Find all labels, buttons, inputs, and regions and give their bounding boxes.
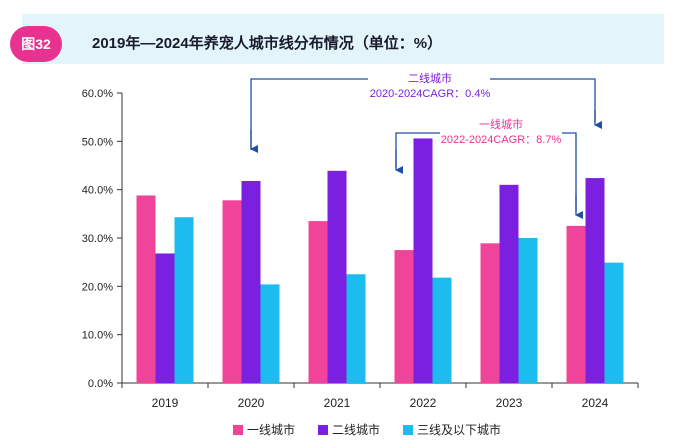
bar-2019-series-1 xyxy=(136,195,156,383)
bar-2019-series-2 xyxy=(155,253,175,383)
bar-2023-series-1 xyxy=(480,243,500,383)
x-tick-label: 2019 xyxy=(152,396,179,410)
bar-2023-series-2 xyxy=(499,184,519,383)
figure-badge: 图32 xyxy=(10,26,62,62)
bar-2019-series-3 xyxy=(174,217,194,383)
legend-label-series-3: 三线及以下城市 xyxy=(417,422,501,437)
bar-2020-series-2 xyxy=(241,180,261,383)
legend-label-series-1: 一线城市 xyxy=(247,422,295,437)
legend-swatch-series-2 xyxy=(318,425,328,435)
y-tick-label: 30.0% xyxy=(82,233,113,245)
legend-swatch-series-3 xyxy=(403,425,413,435)
x-tick-label: 2024 xyxy=(582,396,609,410)
x-tick-label: 2023 xyxy=(496,396,523,410)
bar-2023-series-3 xyxy=(518,238,538,383)
legend-swatch-series-1 xyxy=(233,425,243,435)
y-tick-label: 10.0% xyxy=(82,330,113,342)
tier1-label-bg xyxy=(440,115,562,147)
tier1-annotation-cagr: 2022-2024CAGR：8.7% xyxy=(441,134,562,146)
bar-2021-series-3 xyxy=(346,274,366,383)
bar-2024-series-3 xyxy=(604,262,624,383)
y-tick-label: 40.0% xyxy=(82,185,113,197)
title-banner xyxy=(22,14,664,64)
tier2-annotation-cagr: 2020-2024CAGR：0.4% xyxy=(370,88,491,100)
x-tick-label: 2020 xyxy=(238,396,265,410)
y-tick-label: 60.0% xyxy=(82,88,113,100)
bar-2022-series-1 xyxy=(394,250,414,383)
bar-2022-series-2 xyxy=(413,138,433,383)
tier2-label-bg xyxy=(368,69,490,101)
x-tick-label: 2022 xyxy=(410,396,437,410)
bar-2024-series-1 xyxy=(566,225,586,383)
y-tick-label: 20.0% xyxy=(82,281,113,293)
bar-2021-series-2 xyxy=(327,170,347,383)
bar-2020-series-1 xyxy=(222,200,242,383)
bar-2021-series-1 xyxy=(308,221,328,383)
bar-2024-series-2 xyxy=(585,178,605,383)
chart-title: 2019年—2024年养宠人城市线分布情况（单位：%） xyxy=(92,35,443,52)
x-tick-label: 2021 xyxy=(324,396,351,410)
tier1-annotation-title: 一线城市 xyxy=(479,117,523,131)
bar-2022-series-3 xyxy=(432,277,452,383)
legend-label-series-2: 二线城市 xyxy=(332,422,380,437)
bar-2020-series-3 xyxy=(260,284,280,383)
y-tick-label: 50.0% xyxy=(82,136,113,148)
y-tick-label: 0.0% xyxy=(88,378,113,390)
tier2-annotation-title: 二线城市 xyxy=(408,71,452,85)
